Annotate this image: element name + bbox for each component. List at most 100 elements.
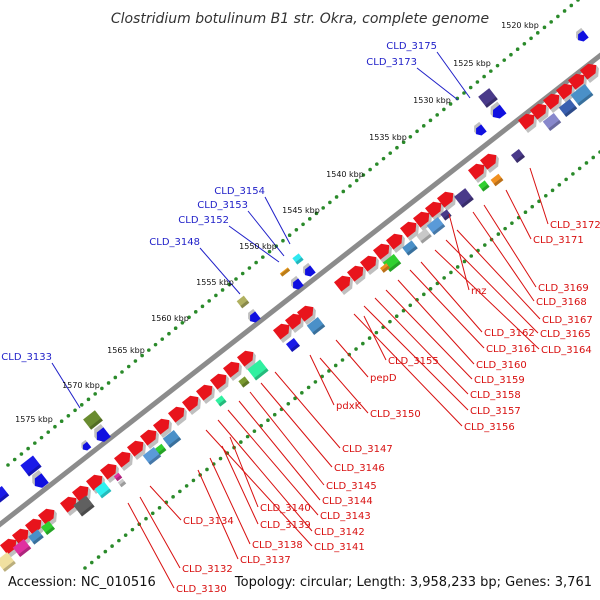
reverse-cds-arrow [568, 73, 587, 93]
outer-dotted-ring-dot [542, 25, 547, 30]
inner-dotted-ring-dot [462, 259, 467, 264]
inner-dotted-ring-dot [442, 276, 446, 280]
reverse-feature-box [402, 240, 418, 256]
outer-dotted-ring-dot [100, 386, 104, 391]
inner-dotted-ring-dot [361, 341, 365, 346]
forward-gene-label: CLD_3173 [366, 57, 417, 68]
reverse-gene-label: rnz [471, 286, 487, 297]
reverse-leader-line [445, 239, 539, 334]
reverse-leader-line [319, 357, 369, 414]
reverse-cds-arrow [580, 63, 599, 83]
inner-dotted-ring-dot [354, 347, 358, 351]
outer-dotted-ring-dot [576, 0, 580, 2]
inner-dotted-ring-dot [191, 478, 196, 483]
reverse-leader-line [472, 211, 535, 302]
reverse-cds-arrow [100, 463, 119, 483]
reverse-cds-arrow [425, 201, 444, 221]
outer-dotted-ring-dot [59, 419, 64, 424]
inner-dotted-ring-dot [408, 303, 413, 308]
forward-cds-arrow [32, 469, 49, 488]
outer-dotted-ring-dot [160, 337, 165, 341]
outer-dotted-ring-dot [415, 129, 419, 134]
outer-dotted-ring-dot [26, 446, 30, 451]
reverse-leader-line [139, 496, 181, 569]
inner-dotted-ring-dot [327, 369, 331, 373]
reverse-feature-box [117, 478, 127, 488]
outer-dotted-ring-dot [120, 370, 124, 374]
outer-dotted-ring-dot [153, 342, 158, 347]
reverse-gene-label: CLD_3164 [541, 345, 592, 356]
outer-dotted-ring-dot [287, 233, 292, 238]
outer-dotted-ring-dot [19, 452, 24, 456]
forward-leader-line [228, 225, 280, 263]
reverse-gene-label: CLD_3169 [538, 283, 589, 294]
reverse-feature-box [454, 188, 474, 208]
reverse-leader-line [238, 400, 321, 501]
scale-tick-label: 1535 kbp [369, 133, 407, 142]
inner-dotted-ring-dot [388, 319, 392, 324]
forward-gene-label: CLD_3152 [178, 215, 229, 226]
inner-dotted-ring-dot [239, 440, 243, 444]
outer-dotted-ring-dot [549, 20, 553, 24]
reverse-gene-label: CLD_3146 [334, 463, 385, 474]
outer-dotted-ring-dot [502, 58, 507, 62]
forward-cds-arrow [576, 27, 589, 42]
outer-dotted-ring-dot [515, 47, 520, 52]
inner-dotted-ring-dot [184, 484, 189, 488]
forward-feature-box [0, 485, 10, 505]
reverse-leader-line [483, 204, 537, 288]
scale-tick-label: 1530 kbp [413, 96, 451, 105]
topology-text: Topology: circular; Length: 3,958,233 bp… [234, 575, 592, 590]
scale-tick-label: 1540 kbp [326, 170, 364, 179]
forward-feature-box [292, 253, 304, 265]
outer-dotted-ring-dot [535, 31, 540, 35]
reverse-gene-label: CLD_3171 [533, 235, 584, 246]
inner-dotted-ring-dot [367, 336, 372, 340]
outer-dotted-ring-dot [6, 463, 10, 467]
reverse-leader-line [456, 229, 541, 320]
reverse-feature-box [162, 429, 182, 449]
inner-dotted-ring-dot [218, 456, 223, 461]
dotted-rings [6, 0, 600, 570]
outer-dotted-ring-dot [247, 266, 252, 270]
reverse-gene-label: CLD_3155 [388, 356, 439, 367]
reverse-cds-arrow [347, 265, 366, 285]
reverse-leader-line [363, 315, 387, 361]
inner-dotted-ring-dot [96, 555, 101, 559]
reverse-leader-line [448, 213, 470, 291]
forward-feature-box [478, 88, 498, 108]
outer-dotted-ring-dot [482, 74, 486, 79]
reverse-feature-box [478, 180, 490, 192]
outer-dotted-ring-dot [489, 69, 493, 73]
inner-dotted-ring-dot [428, 287, 433, 291]
outer-dotted-ring-dot [193, 310, 198, 314]
reverse-leader-line [229, 436, 259, 508]
forward-feature-box [20, 455, 42, 477]
reverse-gene-label: CLD_3137 [240, 555, 291, 566]
reverse-feature-box [40, 520, 56, 536]
reverse-gene-label: CLD_3160 [476, 360, 527, 371]
reverse-gene-label: CLD_3162 [484, 328, 535, 339]
outer-dotted-ring-dot [509, 52, 513, 57]
reverse-cds-arrow [518, 113, 537, 133]
inner-dotted-ring-dot [157, 505, 162, 510]
forward-cds-arrow [303, 262, 316, 277]
inner-dotted-ring-dot [340, 358, 345, 362]
inner-dotted-ring-dot [557, 183, 562, 187]
outer-dotted-ring-dot [12, 457, 17, 462]
outer-dotted-ring-dot [180, 320, 185, 325]
label-leaders [51, 51, 549, 589]
reverse-feature-box [28, 529, 44, 545]
reverse-cds-arrow [386, 233, 405, 253]
forward-cds-arrow [81, 439, 92, 451]
outer-dotted-ring-dot [294, 227, 299, 232]
reverse-gene-label: CLD_3140 [260, 503, 311, 514]
forward-cds-arrow [291, 275, 304, 290]
inner-dotted-ring-dot [103, 549, 108, 554]
inner-dotted-ring-dot [510, 221, 514, 225]
outer-dotted-ring-dot [173, 326, 178, 331]
forward-cds-arrow [474, 121, 487, 136]
genome-backbone [0, 52, 600, 528]
outer-dotted-ring-dot [354, 178, 359, 183]
